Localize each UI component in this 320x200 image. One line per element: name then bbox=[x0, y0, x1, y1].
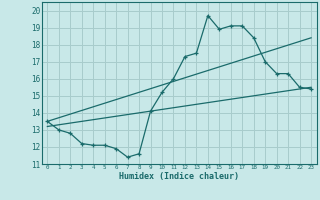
X-axis label: Humidex (Indice chaleur): Humidex (Indice chaleur) bbox=[119, 172, 239, 181]
